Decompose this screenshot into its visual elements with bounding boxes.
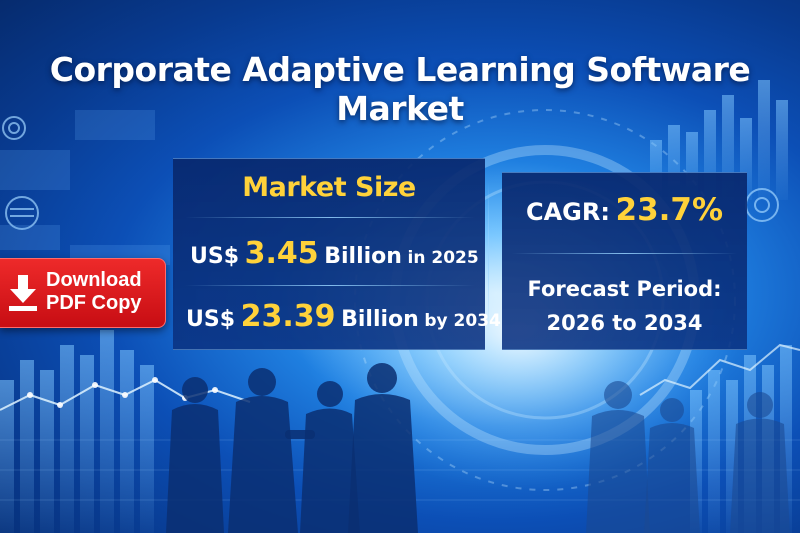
- divider-line: [185, 217, 475, 218]
- trend-line-right: [639, 343, 800, 396]
- currency-label: US$: [186, 307, 236, 332]
- market-value-2034: 23.39: [240, 299, 336, 334]
- download-button-label: Download PDF Copy: [46, 269, 142, 315]
- cagr-stat: CAGR: 23.7%: [502, 192, 747, 228]
- divider-line: [185, 285, 475, 286]
- download-pdf-button[interactable]: Download PDF Copy: [0, 258, 166, 328]
- download-label-line1: Download: [46, 269, 142, 291]
- people-silhouettes-right: [586, 381, 790, 533]
- left-data-blocks: [0, 110, 170, 265]
- cagr-forecast-panel: [502, 172, 747, 350]
- forecast-label: Forecast Period:: [527, 277, 722, 301]
- cagr-label: CAGR:: [525, 198, 610, 226]
- year-label: in 2025: [407, 248, 479, 268]
- forecast-range: 2026 to 2034: [546, 311, 703, 335]
- panel-divider: [488, 182, 489, 332]
- market-size-panel: [173, 158, 485, 350]
- bottom-left-bar-graph: [0, 330, 154, 533]
- market-size-2034: US$ 23.39 Billion by 2034: [186, 299, 501, 334]
- market-value-2025: 3.45: [244, 236, 319, 271]
- people-silhouettes: [166, 363, 418, 533]
- page-title: Corporate Adaptive Learning Software Mar…: [49, 50, 751, 128]
- currency-label: US$: [190, 244, 240, 269]
- forecast-period: Forecast Period: 2026 to 2034: [502, 272, 747, 340]
- download-icon: [9, 275, 37, 311]
- divider-line: [512, 253, 737, 254]
- download-label-line2: PDF Copy: [46, 292, 142, 314]
- year-label: by 2034: [424, 311, 501, 331]
- cagr-value: 23.7%: [615, 192, 724, 228]
- unit-label: Billion: [341, 307, 419, 332]
- unit-label: Billion: [324, 244, 402, 269]
- market-size-label: Market Size: [242, 172, 416, 203]
- market-size-2025: US$ 3.45 Billion in 2025: [190, 236, 479, 271]
